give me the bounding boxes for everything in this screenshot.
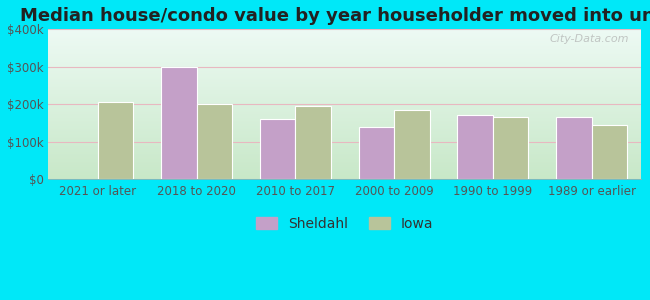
Bar [98, 102, 133, 179]
Bar [359, 127, 394, 179]
Bar [458, 116, 493, 179]
Legend: Sheldahl, Iowa: Sheldahl, Iowa [252, 213, 437, 235]
Bar [295, 106, 331, 179]
Bar [196, 104, 232, 179]
Bar [394, 110, 430, 179]
Bar [493, 117, 528, 179]
Bar [260, 119, 295, 179]
Bar [556, 117, 592, 179]
Title: Median house/condo value by year householder moved into unit: Median house/condo value by year househo… [20, 7, 650, 25]
Text: City-Data.com: City-Data.com [550, 34, 629, 44]
Bar [592, 125, 627, 179]
Bar [161, 67, 196, 179]
